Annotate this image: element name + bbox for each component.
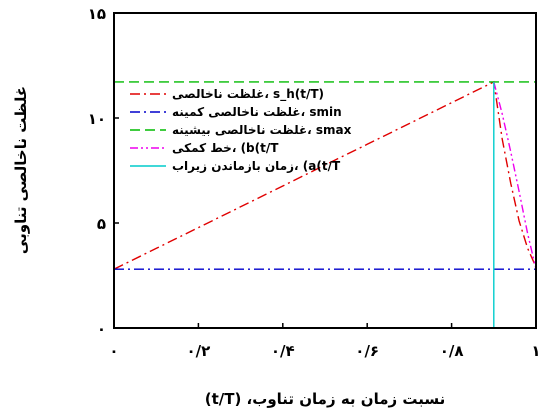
legend-label: غلظت ناخالصی کمینه، smin xyxy=(172,105,342,119)
x-tick-label: ۰/۶ xyxy=(355,342,379,360)
plot-frame xyxy=(113,12,537,329)
y-tick-label: ۱۵ xyxy=(88,5,106,23)
series-line-4 xyxy=(493,81,536,270)
y-axis-label: غلظت ناخالصی تناوبی xyxy=(12,86,30,254)
legend-label: زمان بازماندن زیراب، (a(t/T xyxy=(172,159,341,173)
x-tick-label: ۰/۲ xyxy=(187,342,211,360)
series-line-1 xyxy=(114,80,536,270)
legend-label: غلظت ناخالصی، s_h(t/T) xyxy=(172,87,324,102)
x-tick-label: ۱ xyxy=(531,342,540,360)
y-tick-label: ۵ xyxy=(97,215,106,233)
legend: غلظت ناخالصی، s_h(t/T) غلظت ناخالصی کمینه… xyxy=(130,87,352,173)
legend-label: خط کمکی، (b(t/T xyxy=(172,141,279,155)
x-axis-label: نسبت زمان به زمان تناوب، (t/T) xyxy=(205,390,446,408)
x-tick-label: ۰ xyxy=(109,342,118,360)
y-tick-label: ۱۰ xyxy=(88,110,106,128)
y-tick-label: ۰ xyxy=(97,320,106,338)
legend-label: غلظت ناخالصی بیشینه، smax xyxy=(172,123,352,137)
x-tick-label: ۰/۴ xyxy=(271,342,295,360)
x-tick-label: ۰/۸ xyxy=(440,342,464,360)
